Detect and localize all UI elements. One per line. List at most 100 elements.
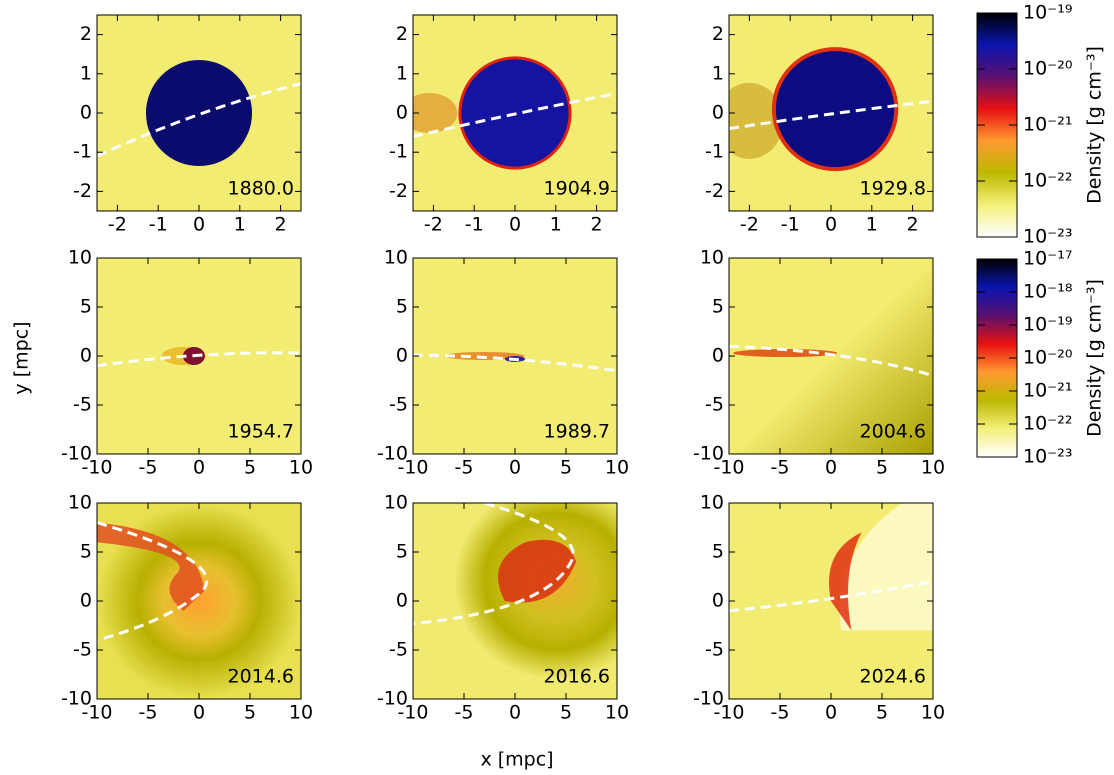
colorbar-tick-label: 10⁻²⁰	[1023, 58, 1072, 80]
y-tick-label: 2	[396, 23, 408, 45]
y-tick-label: -5	[73, 639, 92, 661]
image	[729, 15, 933, 211]
y-tick-label: 10	[68, 492, 92, 514]
y-tick-label: 0	[396, 590, 408, 612]
panel: -10 -5 0 5 10 -10 -5 0 5 10 1954.7	[61, 247, 313, 479]
y-tick-label: -2	[389, 180, 408, 202]
image	[97, 258, 301, 454]
x-tick-label: 2	[591, 214, 603, 236]
panel: -10 -5 0 5 10 -10 -5 0 5 10 1989.7	[377, 247, 629, 479]
pale-region	[839, 503, 933, 631]
colorbar-label: Density [g cm⁻³]	[1084, 279, 1106, 437]
y-tick-label: -10	[61, 443, 92, 465]
y-tick-label: -10	[377, 443, 408, 465]
colorbar-tick-label: 10⁻²²	[1023, 413, 1072, 435]
y-tick-label: 2	[80, 23, 92, 45]
x-tick-label: 0	[509, 702, 521, 724]
y-tick-label: 0	[80, 590, 92, 612]
image	[97, 503, 301, 699]
y-tick-label: 5	[396, 541, 408, 563]
time-label: 2016.6	[544, 666, 610, 688]
panel: -10 -5 0 5 10 -10 -5 0 5 10 2024.6	[693, 492, 945, 724]
x-tick-label: 0	[509, 214, 521, 236]
time-label: 1880.0	[228, 178, 294, 200]
x-tick-label: 2	[275, 214, 287, 236]
time-label: 1954.7	[228, 421, 294, 443]
colorbar-label: Density [g cm⁻³]	[1084, 46, 1106, 204]
y-tick-label: 5	[80, 296, 92, 318]
x-tick-label: -5	[139, 702, 158, 724]
x-tick-label: -10	[713, 457, 744, 479]
y-tick-label: -10	[61, 688, 92, 710]
x-tick-label: 0	[193, 702, 205, 724]
colorbar-tick-label: 10⁻¹⁹	[1023, 314, 1072, 336]
colorbar-tick-label: 10⁻¹⁸	[1023, 281, 1072, 303]
y-tick-label: 1	[396, 62, 408, 84]
orbit	[413, 353, 617, 373]
orbit	[97, 351, 301, 368]
y-tick-label: -5	[389, 639, 408, 661]
y-tick-label: 0	[396, 345, 408, 367]
x-tick-label: 0	[825, 214, 837, 236]
colorbar: 10⁻²³ 10⁻²² 10⁻²¹ 10⁻²⁰ 10⁻¹⁹ Density [g cm⁻³…	[976, 2, 1106, 248]
gas-cloud	[771, 47, 899, 172]
y-tick-label: -10	[693, 443, 724, 465]
x-tick-label: 2	[907, 214, 919, 236]
y-tick-label: 0	[712, 102, 724, 124]
x-tick-label: -2	[424, 214, 443, 236]
orbit	[413, 503, 575, 626]
y-tick-label: 10	[384, 492, 408, 514]
panel: -10 -5 0 5 10 -10 -5 0 5 10 2004.6	[693, 247, 945, 479]
x-tick-label: 0	[193, 214, 205, 236]
gas-cloud	[828, 532, 862, 631]
y-tick-label: 2	[712, 23, 724, 45]
gas-cloud	[145, 59, 253, 167]
y-tick-label: 10	[700, 492, 724, 514]
x-tick-label: 0	[509, 457, 521, 479]
y-tick-label: 1	[80, 62, 92, 84]
image	[413, 503, 617, 699]
x-tick-label: -10	[397, 702, 428, 724]
x-tick-label: -1	[149, 214, 168, 236]
colorbar-tick-label: 10⁻¹⁹	[1023, 2, 1072, 24]
x-tick-label: 10	[605, 702, 629, 724]
colorbar-tick-label: 10⁻²³	[1023, 446, 1072, 468]
x-tick-label: 10	[605, 457, 629, 479]
time-label: 2004.6	[860, 421, 926, 443]
y-tick-label: 5	[396, 296, 408, 318]
orbit	[729, 579, 933, 613]
y-tick-label: 5	[712, 541, 724, 563]
colorbar-tick-label: 10⁻²²	[1023, 170, 1072, 192]
time-label: 1929.8	[860, 178, 926, 200]
x-tick-label: -5	[771, 457, 790, 479]
tail	[97, 522, 205, 611]
colorbar-tick-label: 10⁻²⁰	[1023, 347, 1072, 369]
time-label: 1989.7	[544, 421, 610, 443]
y-tick-label: -5	[705, 394, 724, 416]
y-tick-label: 5	[712, 296, 724, 318]
image	[729, 258, 933, 454]
x-tick-label: 5	[560, 702, 572, 724]
y-tick-label: -5	[389, 394, 408, 416]
x-tick-label: -5	[139, 457, 158, 479]
x-tick-label: -1	[781, 214, 800, 236]
x-tick-label: 5	[244, 457, 256, 479]
panel: -10 -5 0 5 10 -10 -5 0 5 10 2014.6	[61, 492, 313, 724]
panel: -2 -1 0 1 2 -2 -1 0 1 2 1929.8	[705, 14, 934, 236]
tail	[729, 82, 784, 159]
x-tick-label: -5	[455, 702, 474, 724]
image	[413, 15, 617, 211]
y-tick-label: 0	[80, 345, 92, 367]
y-tick-label: -2	[73, 180, 92, 202]
x-tick-label: 0	[825, 702, 837, 724]
x-tick-label: -1	[465, 214, 484, 236]
panel: -2 -1 0 1 2 -2 -1 0 1 2 1904.9	[389, 14, 618, 236]
colorbar: 10⁻²³ 10⁻²² 10⁻²¹ 10⁻²⁰ 10⁻¹⁹ 10⁻¹⁸ 10⁻¹⁷ Densi…	[976, 248, 1106, 468]
x-tick-label: 10	[289, 457, 313, 479]
y-tick-label: -1	[389, 141, 408, 163]
y-tick-label: 1	[712, 62, 724, 84]
y-tick-label: -10	[693, 688, 724, 710]
x-tick-label: 5	[244, 702, 256, 724]
colorbar-tick-label: 10⁻²¹	[1023, 380, 1072, 402]
